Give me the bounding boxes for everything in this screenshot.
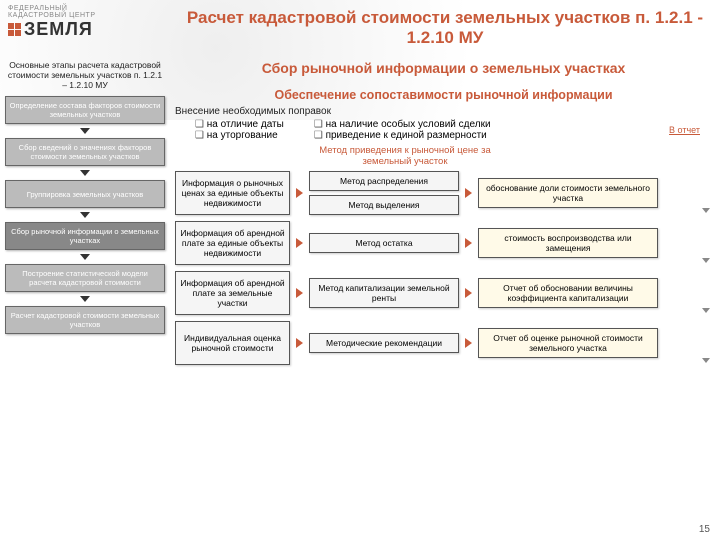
method-label: Метод приведения к рыночной цене за земе… [305,145,505,167]
main-content: Сбор рыночной информации о земельных уча… [175,60,712,371]
method-box: Метод выделения [309,195,459,215]
bullet-columns: на отличие даты на уторгование на наличи… [175,119,712,141]
bullet-item: на наличие особых условий сделки [314,119,491,130]
flow-row: Информация об арендной плате за земельны… [175,271,712,315]
stage-5: Построение статистической модели расчета… [5,264,165,292]
stage-4-active: Сбор рыночной информации о земельных уча… [5,222,165,250]
arrow-right-icon [465,288,472,298]
intro-text: Внесение необходимых поправок [175,106,712,117]
arrow-right-icon [296,188,303,198]
logo-line1: ФЕДЕРАЛЬНЫЙ [8,5,95,12]
subtitle-1: Сбор рыночной информации о земельных уча… [175,60,712,76]
stage-1: Определение состава факторов стоимости з… [5,96,165,124]
output-box: Отчет об оценке рыночной стоимости земел… [478,328,658,358]
arrow-right-icon [465,338,472,348]
info-box: Информация о рыночных ценах за единые об… [175,171,290,215]
logo: ФЕДЕРАЛЬНЫЙ КАДАСТРОВЫЙ ЦЕНТР ЗЕМЛЯ [8,5,95,40]
scroll-icon [702,208,710,213]
bullet-item: на отличие даты [195,119,284,130]
arrow-right-icon [296,238,303,248]
page-number: 15 [699,524,710,535]
arrow-down-icon [80,296,90,302]
output-box: стоимость воспроизводства или замещения [478,228,658,258]
info-box: Индивидуальная оценка рыночной стоимости [175,321,290,365]
arrow-down-icon [80,212,90,218]
arrow-down-icon [80,128,90,134]
method-box: Метод остатка [309,233,459,253]
output-box: обоснование доли стоимости земельного уч… [478,178,658,208]
flow-row: Информация о рыночных ценах за единые об… [175,171,712,215]
method-box: Метод распределения [309,171,459,191]
scroll-icon [702,308,710,313]
arrow-down-icon [80,170,90,176]
scroll-icon [702,358,710,363]
scroll-icon [702,258,710,263]
flow-row: Информация об арендной плате за единые о… [175,221,712,265]
logo-line2: КАДАСТРОВЫЙ ЦЕНТР [8,12,95,19]
bullet-item: на уторгование [195,130,284,141]
output-box: Отчет об обосновании величины коэффициен… [478,278,658,308]
method-box: Методические рекомендации [309,333,459,353]
stage-3: Группировка земельных участков [5,180,165,208]
subtitle-2: Обеспечение сопоставимости рыночной инфо… [175,88,712,102]
info-box: Информация об арендной плате за единые о… [175,221,290,265]
sidebar: Основные этапы расчета кадастровой стоим… [5,60,165,338]
logo-word: ЗЕМЛЯ [24,19,93,40]
arrow-right-icon [465,188,472,198]
sidebar-title: Основные этапы расчета кадастровой стоим… [5,60,165,90]
method-box: Метод капитализации земельной ренты [309,278,459,308]
stage-2: Сбор сведений о значениях факторов стоим… [5,138,165,166]
stage-6: Расчет кадастровой стоимости земельных у… [5,306,165,334]
arrow-down-icon [80,254,90,260]
arrow-right-icon [296,338,303,348]
flow-row: Индивидуальная оценка рыночной стоимости… [175,321,712,365]
arrow-right-icon [296,288,303,298]
bullet-item: приведение к единой размерности [314,130,491,141]
info-box: Информация об арендной плате за земельны… [175,271,290,315]
arrow-right-icon [465,238,472,248]
page-title: Расчет кадастровой стоимости земельных у… [180,8,710,48]
